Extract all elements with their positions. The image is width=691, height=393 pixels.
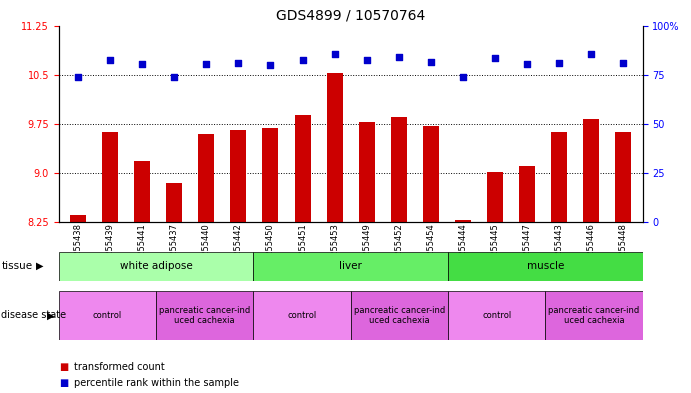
- Bar: [230, 130, 247, 222]
- Point: [457, 73, 468, 80]
- Text: white adipose: white adipose: [120, 261, 192, 271]
- Point: [489, 55, 500, 61]
- Text: ■: ■: [59, 378, 68, 388]
- Point: [361, 57, 372, 63]
- Point: [297, 57, 308, 63]
- Point: [522, 61, 533, 67]
- Title: GDS4899 / 10570764: GDS4899 / 10570764: [276, 9, 425, 23]
- Bar: [59, 291, 156, 340]
- Text: percentile rank within the sample: percentile rank within the sample: [74, 378, 239, 388]
- Text: pancreatic cancer-ind
uced cachexia: pancreatic cancer-ind uced cachexia: [549, 306, 640, 325]
- Bar: [294, 115, 310, 222]
- Point: [586, 51, 597, 57]
- Bar: [350, 291, 448, 340]
- Bar: [391, 117, 407, 222]
- Text: muscle: muscle: [527, 261, 564, 271]
- Text: tissue: tissue: [1, 261, 32, 271]
- Point: [137, 61, 148, 67]
- Bar: [551, 132, 567, 222]
- Bar: [616, 132, 632, 222]
- Bar: [448, 291, 545, 340]
- Text: transformed count: transformed count: [74, 362, 164, 373]
- Bar: [254, 291, 350, 340]
- Point: [265, 62, 276, 68]
- Text: ▶: ▶: [47, 310, 55, 320]
- Bar: [254, 252, 448, 281]
- Text: disease state: disease state: [1, 310, 66, 320]
- Bar: [487, 172, 503, 222]
- Point: [393, 54, 404, 60]
- Bar: [448, 252, 643, 281]
- Point: [104, 57, 115, 63]
- Bar: [134, 161, 150, 222]
- Bar: [263, 129, 278, 222]
- Text: control: control: [287, 311, 316, 320]
- Bar: [545, 291, 643, 340]
- Point: [201, 61, 212, 67]
- Point: [553, 60, 565, 66]
- Bar: [198, 134, 214, 222]
- Bar: [455, 220, 471, 222]
- Text: ■: ■: [59, 362, 68, 373]
- Bar: [59, 252, 254, 281]
- Bar: [156, 291, 254, 340]
- Text: liver: liver: [339, 261, 362, 271]
- Point: [618, 60, 629, 66]
- Bar: [519, 166, 535, 222]
- Text: control: control: [482, 311, 511, 320]
- Text: pancreatic cancer-ind
uced cachexia: pancreatic cancer-ind uced cachexia: [159, 306, 250, 325]
- Text: pancreatic cancer-ind
uced cachexia: pancreatic cancer-ind uced cachexia: [354, 306, 445, 325]
- Point: [426, 59, 437, 65]
- Bar: [167, 183, 182, 222]
- Bar: [359, 122, 375, 222]
- Bar: [423, 126, 439, 222]
- Point: [233, 60, 244, 66]
- Text: ▶: ▶: [36, 261, 44, 271]
- Bar: [102, 132, 118, 222]
- Text: control: control: [93, 311, 122, 320]
- Bar: [327, 73, 343, 222]
- Point: [73, 74, 84, 81]
- Point: [329, 51, 340, 57]
- Bar: [583, 119, 599, 222]
- Point: [169, 73, 180, 80]
- Bar: [70, 215, 86, 222]
